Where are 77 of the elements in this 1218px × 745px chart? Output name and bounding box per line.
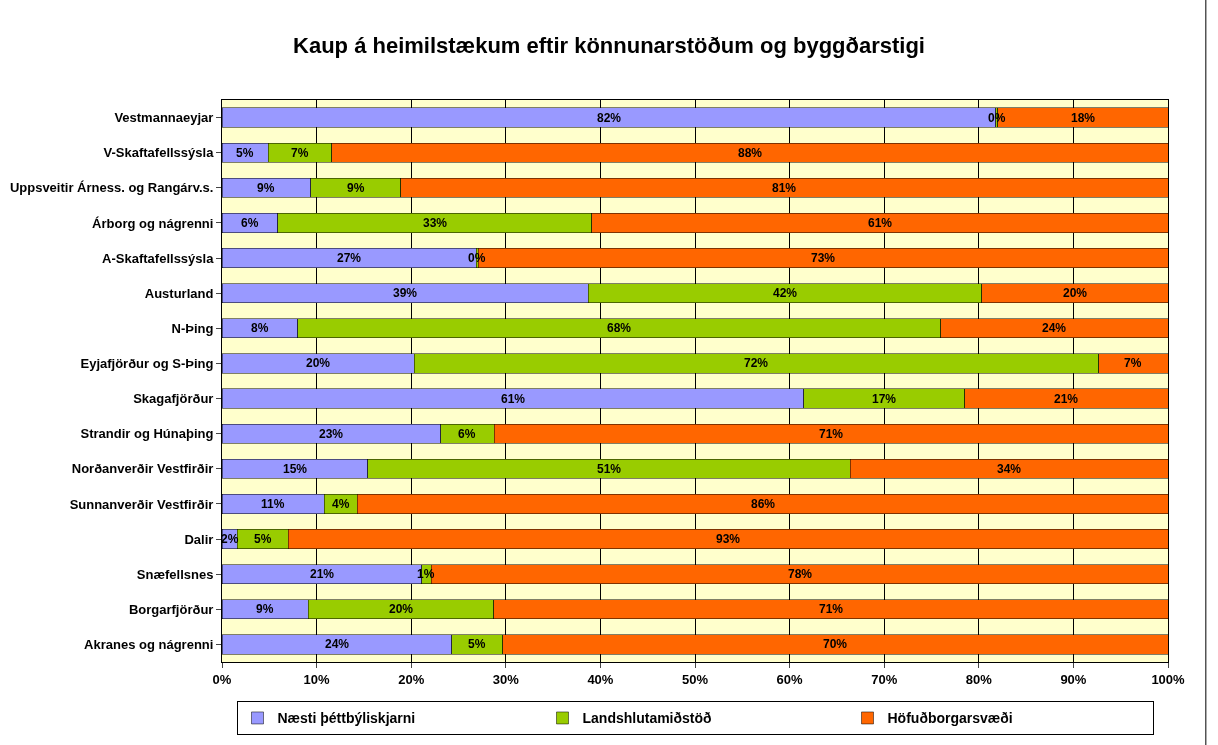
data-label: 33%: [423, 216, 448, 230]
data-label: 24%: [325, 637, 350, 651]
x-tick-label: 50%: [681, 671, 709, 687]
data-label: 5%: [254, 532, 272, 546]
data-label: 4%: [332, 497, 350, 511]
data-label: 20%: [306, 356, 331, 370]
data-label: 9%: [256, 602, 274, 616]
data-label: 0%: [468, 251, 486, 265]
y-tick-label: Árborg og nágrenni: [92, 215, 214, 231]
data-label: 9%: [257, 181, 275, 195]
data-label: 21%: [1054, 392, 1079, 406]
y-tick-label: Vestmannaeyjar: [114, 110, 214, 126]
x-tick-label: 80%: [965, 671, 993, 687]
data-label: 20%: [1063, 286, 1088, 300]
data-label: 34%: [997, 462, 1022, 476]
y-tick-label: Strandir og Húnaþing: [80, 426, 214, 442]
data-label: 78%: [788, 567, 813, 581]
y-tick-label: Snæfellsnes: [136, 566, 214, 582]
data-label: 73%: [811, 251, 836, 265]
data-label: 39%: [393, 286, 418, 300]
x-tick-label: 0%: [212, 671, 232, 687]
data-label: 81%: [772, 181, 797, 195]
data-label: 5%: [468, 637, 486, 651]
y-tick-label: Skagafjörður: [133, 391, 214, 407]
data-label: 71%: [819, 427, 844, 441]
data-label: 68%: [607, 321, 632, 335]
x-tick-label: 100%: [1151, 671, 1186, 687]
data-label: 5%: [236, 146, 254, 160]
data-label: 61%: [868, 216, 893, 230]
chart-title: Kaup á heimilstækum eftir könnunarstöðum og byggðarstigi: [293, 32, 925, 58]
x-tick-label: 90%: [1060, 671, 1087, 687]
data-label: 86%: [751, 497, 776, 511]
y-tick-label: A-Skaftafellssýsla: [102, 250, 215, 266]
data-label: 27%: [337, 251, 362, 265]
data-label: 6%: [241, 216, 259, 230]
legend-label: Landshlutamiðstöð: [582, 710, 712, 727]
y-tick-label: Eyjafjörður og S-Þing: [80, 355, 214, 371]
y-tick-label: N-Þing: [171, 320, 214, 336]
data-label: 20%: [389, 602, 414, 616]
data-label: 17%: [872, 392, 897, 406]
y-tick-label: V-Skaftafellssýsla: [103, 145, 215, 161]
x-tick-label: 40%: [587, 671, 614, 687]
data-label: 9%: [347, 181, 365, 195]
data-label: 15%: [283, 462, 308, 476]
data-label: 24%: [1042, 321, 1067, 335]
data-label: 61%: [501, 392, 526, 406]
data-label: 0%: [988, 111, 1006, 125]
data-label: 7%: [1124, 356, 1142, 370]
legend-label: Næsti þéttbýliskjarni: [277, 710, 416, 727]
data-label: 6%: [458, 427, 476, 441]
x-tick-label: 30%: [492, 671, 520, 687]
y-tick-label: Akranes og nágrenni: [84, 636, 214, 652]
data-label: 7%: [291, 146, 309, 160]
data-label: 23%: [319, 427, 344, 441]
x-tick-label: 70%: [871, 671, 898, 687]
y-tick-label: Austurland: [144, 285, 214, 301]
x-tick-label: 20%: [398, 671, 425, 687]
y-tick-label: Norðanverðir Vestfirðir: [71, 461, 214, 477]
data-label: 93%: [716, 532, 741, 546]
y-tick-label: Sunnanverðir Vestfirðir: [69, 496, 214, 512]
x-tick-label: 60%: [776, 671, 804, 687]
data-label: 72%: [744, 356, 769, 370]
data-label: 71%: [819, 602, 844, 616]
data-label: 70%: [823, 637, 848, 651]
x-tick-label: 10%: [303, 671, 331, 687]
legend-label: Höfuðborgarsvæði: [887, 710, 1013, 727]
y-tick-label: Borgarfjörður: [128, 601, 214, 617]
y-tick-label: Dalir: [184, 531, 214, 547]
data-label: 88%: [738, 146, 763, 160]
data-label: 11%: [261, 497, 285, 511]
data-label: 82%: [597, 111, 622, 125]
data-label: 51%: [597, 462, 622, 476]
data-label: 42%: [773, 286, 798, 300]
data-label: 8%: [251, 321, 269, 335]
data-label: 18%: [1071, 111, 1096, 125]
y-tick-label: Uppsveitir Árness. og Rangárv.s.: [9, 180, 214, 196]
data-label: 21%: [310, 567, 335, 581]
